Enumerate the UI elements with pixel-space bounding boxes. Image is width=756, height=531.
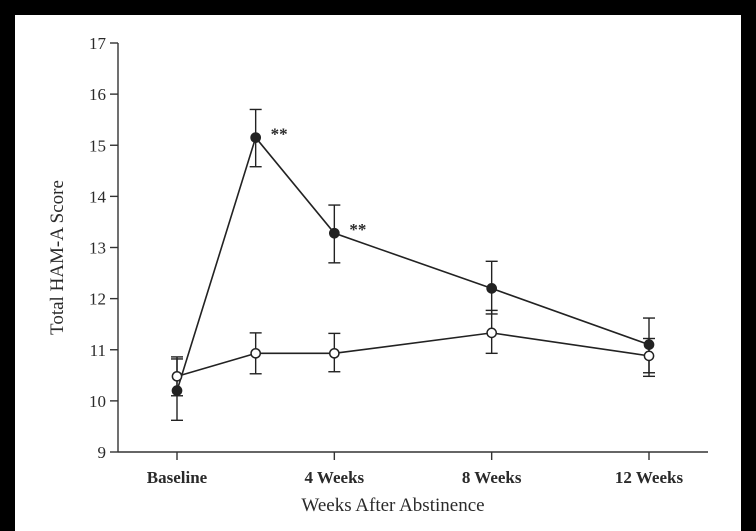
annotations: ** ** (271, 125, 367, 240)
filled-point (328, 227, 340, 239)
x-tick-label: Baseline (147, 468, 208, 487)
significance-annotation: ** (349, 220, 366, 239)
x-tick-label: 4 Weeks (304, 468, 364, 487)
x-axis-title: Weeks After Abstinence (301, 495, 484, 516)
chart-panel: 9 10 11 12 13 14 15 16 17 Baseline 4 Weeks 8 Weeks 1… (15, 15, 741, 531)
line-chart: 9 10 11 12 13 14 15 16 17 Baseline 4 Weeks 8 Weeks 1… (47, 34, 708, 516)
x-tick-label: 8 Weeks (462, 468, 522, 487)
y-tick-label: 16 (89, 85, 106, 104)
series-1 (171, 108, 655, 422)
filled-point (250, 132, 262, 143)
series-line (176, 135, 650, 391)
axes: 9 10 11 12 13 14 15 16 17 Baseline 4 Weeks 8 Weeks 1… (89, 34, 708, 487)
y-tick-label: 13 (89, 239, 106, 258)
open-point (171, 370, 183, 382)
open-point (486, 327, 498, 339)
open-point (643, 350, 655, 362)
filled-point (486, 283, 498, 294)
series-2 (171, 309, 655, 397)
y-tick-label: 15 (89, 136, 106, 155)
y-tick-label: 14 (89, 187, 107, 206)
x-tick-label: 12 Weeks (615, 468, 684, 487)
y-tick-label: 12 (89, 290, 106, 309)
y-tick-label: 10 (89, 392, 106, 411)
significance-annotation: ** (271, 125, 288, 144)
open-point (250, 347, 262, 359)
y-tick-label: 11 (90, 341, 106, 360)
axis-labels: Total HAM-A Score Weeks After Abstinence (47, 180, 485, 516)
series-line (176, 332, 650, 378)
open-point (328, 347, 340, 359)
y-tick-label: 9 (98, 443, 107, 462)
series-layer: ** ** (171, 108, 655, 422)
y-axis-title: Total HAM-A Score (47, 180, 68, 335)
y-tick-label: 17 (89, 34, 107, 53)
